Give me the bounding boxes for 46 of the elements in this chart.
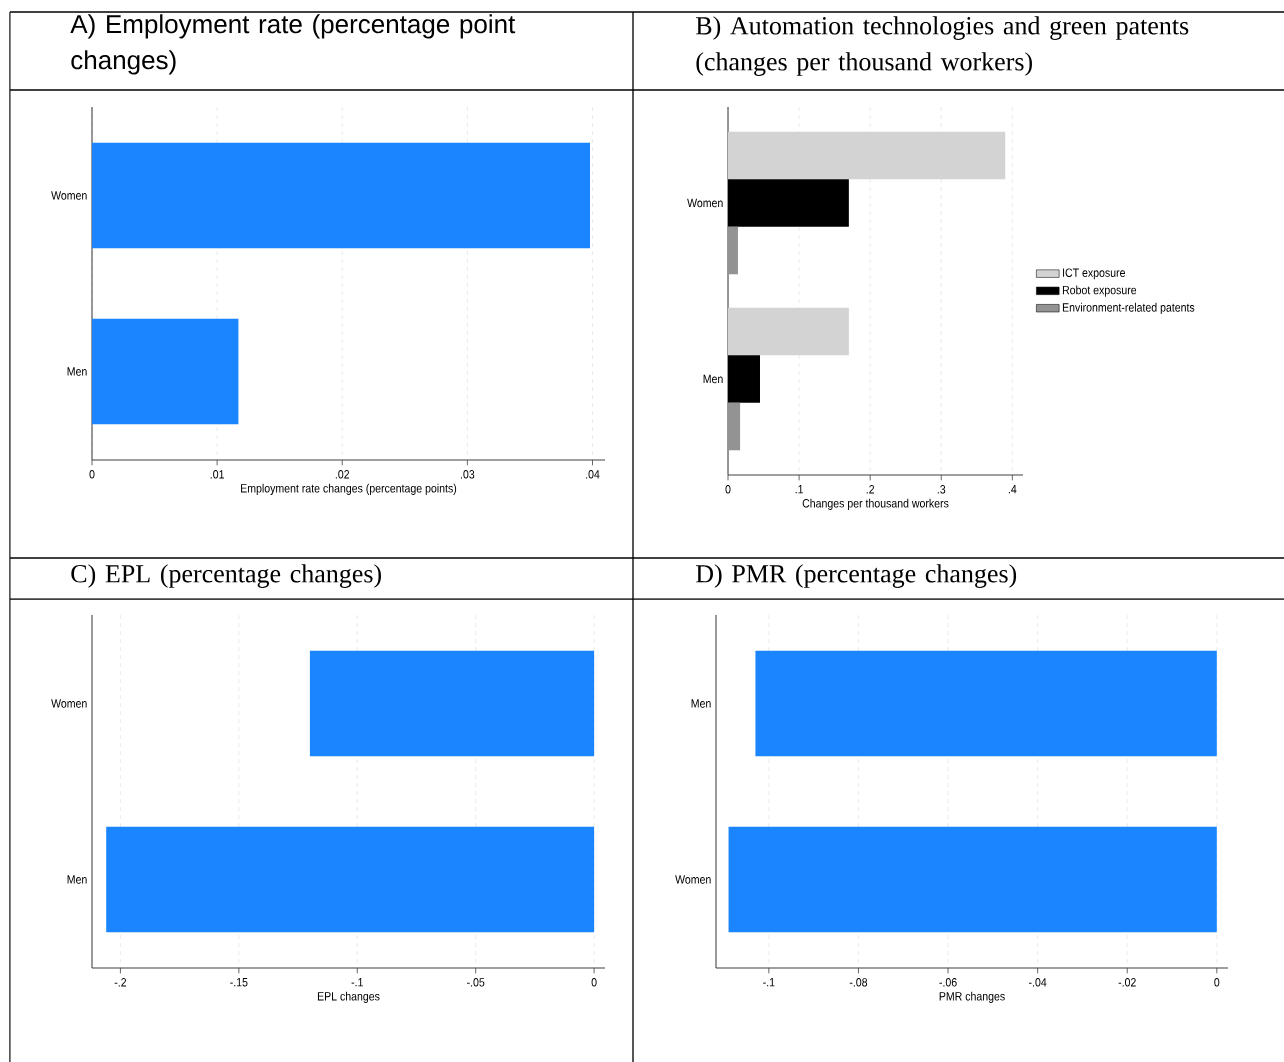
x-axis-title: PMR changes — [939, 991, 1005, 1003]
x-tick-label: -.05 — [467, 978, 485, 987]
y-tick-label: Women — [51, 191, 87, 200]
y-tick-label: Men — [703, 374, 723, 384]
y-tick-label: Women — [51, 699, 87, 708]
legend-label: ICT exposure — [1063, 268, 1125, 280]
legend-label: Environment-related patents — [1062, 302, 1195, 315]
x-tick-label: -.1 — [351, 978, 363, 987]
chart-title: B) Automation technologies and green patents (changes per thousand workers) — [696, 16, 1189, 76]
x-tick-label: -.2 — [114, 978, 127, 987]
x-tick-label: 0 — [591, 978, 597, 987]
legend-label: Robot exposure — [1062, 285, 1137, 297]
x-tick-label: -.08 — [849, 978, 868, 987]
bar — [728, 179, 849, 227]
y-tick-label: Women — [687, 198, 723, 208]
x-tick-label: -.04 — [1029, 978, 1047, 987]
x-tick-label: .01 — [210, 470, 224, 479]
x-tick-label: .2 — [866, 485, 875, 494]
x-axis-title: Changes per thousand workers — [802, 498, 949, 510]
x-tick-label: .3 — [937, 485, 946, 494]
x-axis-title: Employment rate changes (percentage points) — [241, 483, 457, 495]
y-tick-label: Men — [67, 367, 87, 376]
x-tick-label: .03 — [460, 470, 475, 479]
y-tick-label: Men — [67, 875, 87, 884]
chart-title: A) Employment rate (percentage point changes) — [70, 14, 516, 75]
x-axis-title: EPL changes — [317, 991, 380, 1003]
x-tick-label: .1 — [795, 485, 803, 494]
x-tick-label: -.06 — [939, 978, 957, 987]
x-tick-label: 0 — [89, 470, 95, 479]
x-tick-label: 0 — [725, 485, 731, 494]
x-tick-label: .4 — [1008, 485, 1017, 494]
bar — [728, 131, 1006, 180]
chart-title: D) PMR (percentage changes) — [696, 564, 1017, 588]
y-tick-label: Women — [675, 875, 711, 884]
bar — [728, 307, 849, 356]
x-tick-label: -.1 — [763, 978, 775, 987]
bar — [728, 402, 741, 451]
y-tick-label: Men — [691, 699, 711, 708]
x-tick-label: .02 — [335, 470, 350, 479]
bar — [728, 226, 738, 275]
x-tick-label: -.15 — [230, 978, 248, 987]
chart-title: C) EPL (percentage changes) — [71, 564, 381, 588]
x-tick-label: .04 — [586, 470, 600, 479]
x-tick-label: 0 — [1214, 978, 1220, 987]
bar — [728, 355, 760, 403]
x-tick-label: -.02 — [1118, 978, 1136, 987]
